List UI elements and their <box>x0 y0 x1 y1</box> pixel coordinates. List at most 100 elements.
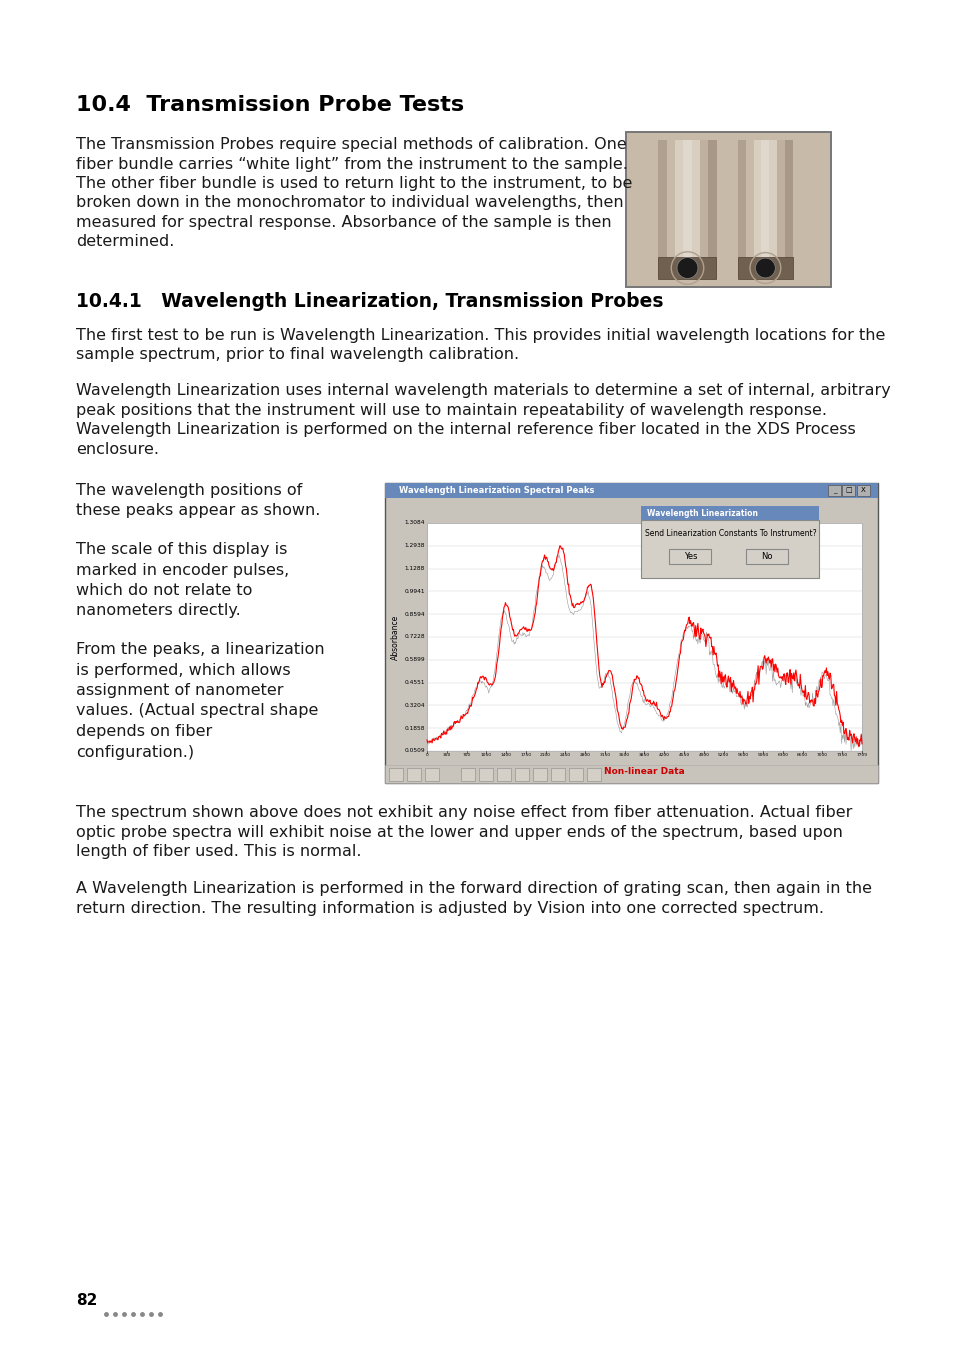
Text: 1.2938: 1.2938 <box>404 543 424 548</box>
Text: Absorbance: Absorbance <box>390 614 399 660</box>
Text: No: No <box>760 552 772 562</box>
Text: return direction. The resulting information is adjusted by Vision into one corre: return direction. The resulting informat… <box>76 900 823 917</box>
Bar <box>551 768 564 782</box>
Text: 2800: 2800 <box>579 753 590 757</box>
Text: 350: 350 <box>442 753 451 757</box>
Bar <box>460 768 475 782</box>
Text: 2450: 2450 <box>559 753 571 757</box>
Bar <box>768 140 777 279</box>
Bar <box>515 768 529 782</box>
Bar <box>745 549 787 564</box>
Bar <box>640 506 819 520</box>
Text: Wavelength Linearization: Wavelength Linearization <box>647 509 758 517</box>
Bar <box>841 485 854 495</box>
Text: □: □ <box>844 487 851 494</box>
Bar <box>777 140 784 279</box>
Text: 5600: 5600 <box>737 753 748 757</box>
Text: 1.1288: 1.1288 <box>404 566 424 571</box>
Bar <box>691 140 700 279</box>
Text: 4900: 4900 <box>698 753 709 757</box>
Text: _: _ <box>832 487 836 494</box>
Text: 7000: 7000 <box>816 753 827 757</box>
Text: nanometers directly.: nanometers directly. <box>76 603 240 618</box>
Text: Wavelength Linearization is performed on the internal reference fiber located in: Wavelength Linearization is performed on… <box>76 423 855 437</box>
Text: assignment of nanometer: assignment of nanometer <box>76 683 283 698</box>
Circle shape <box>755 258 775 278</box>
Text: determined.: determined. <box>76 235 174 250</box>
Text: 10.4.1   Wavelength Linearization, Transmission Probes: 10.4.1 Wavelength Linearization, Transmi… <box>76 292 662 311</box>
Bar <box>385 765 877 783</box>
Text: The first test to be run is Wavelength Linearization. This provides initial wave: The first test to be run is Wavelength L… <box>76 328 884 343</box>
Text: which do not relate to: which do not relate to <box>76 583 253 598</box>
Text: From the peaks, a linearization: From the peaks, a linearization <box>76 643 324 657</box>
Bar <box>478 768 493 782</box>
Text: marked in encoder pulses,: marked in encoder pulses, <box>76 563 289 578</box>
Bar <box>568 768 582 782</box>
Text: Non-linear Data: Non-linear Data <box>603 767 684 776</box>
Bar <box>682 140 691 279</box>
Bar <box>625 132 830 288</box>
Bar <box>707 140 716 279</box>
Text: these peaks appear as shown.: these peaks appear as shown. <box>76 504 320 518</box>
Text: 0.0509: 0.0509 <box>404 748 424 753</box>
Text: 700: 700 <box>462 753 470 757</box>
Text: sample spectrum, prior to final wavelength calibration.: sample spectrum, prior to final waveleng… <box>76 347 518 363</box>
Text: The spectrum shown above does not exhibit any noise effect from fiber attenuatio: The spectrum shown above does not exhibi… <box>76 805 851 819</box>
Bar <box>533 768 546 782</box>
Text: Wavelength Linearization Spectral Peaks: Wavelength Linearization Spectral Peaks <box>398 486 594 495</box>
Text: values. (Actual spectral shape: values. (Actual spectral shape <box>76 703 318 718</box>
Text: Send Linearization Constants To Instrument?: Send Linearization Constants To Instrume… <box>644 529 816 539</box>
Text: fiber bundle carries “white light” from the instrument to the sample.: fiber bundle carries “white light” from … <box>76 157 627 171</box>
Text: optic probe spectra will exhibit noise at the lower and upper ends of the spectr: optic probe spectra will exhibit noise a… <box>76 825 842 840</box>
Bar <box>760 140 768 279</box>
Bar <box>625 132 830 288</box>
Bar <box>737 140 745 279</box>
Text: 3850: 3850 <box>639 753 649 757</box>
Bar <box>745 140 753 279</box>
Text: measured for spectral response. Absorbance of the sample is then: measured for spectral response. Absorban… <box>76 215 611 230</box>
Text: 0.8594: 0.8594 <box>404 612 424 617</box>
Text: 6650: 6650 <box>797 753 807 757</box>
Text: The Transmission Probes require special methods of calibration. One: The Transmission Probes require special … <box>76 136 626 153</box>
Bar <box>389 768 402 782</box>
Text: 7350: 7350 <box>836 753 847 757</box>
Text: 2100: 2100 <box>539 753 551 757</box>
Text: is performed, which allows: is performed, which allows <box>76 663 291 678</box>
Bar <box>784 140 792 279</box>
Bar <box>385 483 877 498</box>
Text: 6300: 6300 <box>777 753 787 757</box>
Bar <box>640 520 819 578</box>
Bar <box>497 768 511 782</box>
Bar <box>827 485 841 495</box>
Bar <box>586 768 600 782</box>
Text: The scale of this display is: The scale of this display is <box>76 541 287 558</box>
Text: 1050: 1050 <box>480 753 492 757</box>
Text: 0.9941: 0.9941 <box>404 589 424 594</box>
Text: 3500: 3500 <box>618 753 630 757</box>
Bar <box>407 768 420 782</box>
Bar <box>385 483 877 783</box>
Bar <box>753 140 760 279</box>
Bar <box>675 140 682 279</box>
Text: 4200: 4200 <box>659 753 669 757</box>
Text: 5250: 5250 <box>718 753 728 757</box>
Text: 1750: 1750 <box>519 753 531 757</box>
Bar <box>666 140 675 279</box>
Bar <box>700 140 707 279</box>
Text: peak positions that the instrument will use to maintain repeatability of wavelen: peak positions that the instrument will … <box>76 402 826 417</box>
Text: 0.5899: 0.5899 <box>404 657 424 663</box>
Text: 0.1858: 0.1858 <box>404 726 424 730</box>
Text: configuration.): configuration.) <box>76 744 193 760</box>
Bar <box>427 522 862 751</box>
Text: 4550: 4550 <box>678 753 689 757</box>
Bar <box>424 768 438 782</box>
Text: 1400: 1400 <box>500 753 511 757</box>
Text: length of fiber used. This is normal.: length of fiber used. This is normal. <box>76 844 361 859</box>
Bar <box>856 485 869 495</box>
Text: 0.7228: 0.7228 <box>404 634 424 640</box>
Bar <box>669 549 711 564</box>
Bar <box>658 256 716 279</box>
Text: depends on fiber: depends on fiber <box>76 724 212 738</box>
Bar <box>658 140 666 279</box>
Text: 10.4  Transmission Probe Tests: 10.4 Transmission Probe Tests <box>76 95 464 115</box>
